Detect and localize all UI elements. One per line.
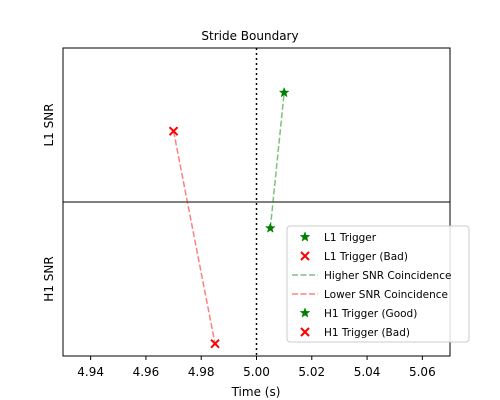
legend-label: L1 Trigger <box>324 232 377 244</box>
x-tick-label: 5.00 <box>243 365 270 379</box>
coincidence-line <box>172 131 216 344</box>
legend-entry: L1 Trigger <box>299 231 377 244</box>
x-tick-label: 5.02 <box>298 365 325 379</box>
legend-label: H1 Trigger (Bad) <box>324 327 410 339</box>
legend-frame <box>286 225 470 343</box>
x-tick-label: 4.98 <box>188 365 215 379</box>
legend-entry: Lower SNR Coincidence <box>292 289 448 301</box>
legend-entry: H1 Trigger (Bad) <box>300 327 410 339</box>
legend-star-swatch <box>299 307 311 318</box>
legend-x-swatch <box>300 327 310 337</box>
panel-l1-ylabel: L1 SNR <box>42 103 56 146</box>
trigger-star-marker <box>264 222 276 233</box>
legend-label: Lower SNR Coincidence <box>324 289 448 301</box>
trigger-x-marker <box>210 338 220 349</box>
legend-label: H1 Trigger (Good) <box>324 308 417 320</box>
legend: L1 Trigger L1 Trigger (Bad) Higher SNR Coi… <box>286 225 470 343</box>
trigger-markers <box>168 86 290 349</box>
trigger-star-marker <box>278 86 290 98</box>
trigger-x-marker <box>168 126 179 136</box>
legend-star-swatch <box>299 231 311 242</box>
x-tick-label: 4.94 <box>77 365 104 379</box>
panel-h1-ylabel: H1 SNR <box>42 256 56 301</box>
legend-entry: H1 Trigger (Good) <box>299 307 417 320</box>
legend-x-swatch <box>300 251 310 261</box>
coincidence-line <box>269 92 285 229</box>
x-tick-label: 4.96 <box>133 365 160 379</box>
x-axis-ticks: 4.94 4.96 4.98 5.00 5.02 5.04 5.06 <box>77 356 436 379</box>
x-tick-label: 5.04 <box>354 365 381 379</box>
legend-entry: L1 Trigger (Bad) <box>300 251 408 263</box>
legend-label: Higher SNR Coincidence <box>324 270 451 282</box>
x-axis-label: Time (s) <box>231 385 281 399</box>
x-tick-label: 5.06 <box>409 365 436 379</box>
coincidence-lines <box>172 92 285 344</box>
legend-label: L1 Trigger (Bad) <box>324 251 408 263</box>
chart-title: Stride Boundary <box>201 29 298 43</box>
legend-entry: Higher SNR Coincidence <box>292 270 451 282</box>
